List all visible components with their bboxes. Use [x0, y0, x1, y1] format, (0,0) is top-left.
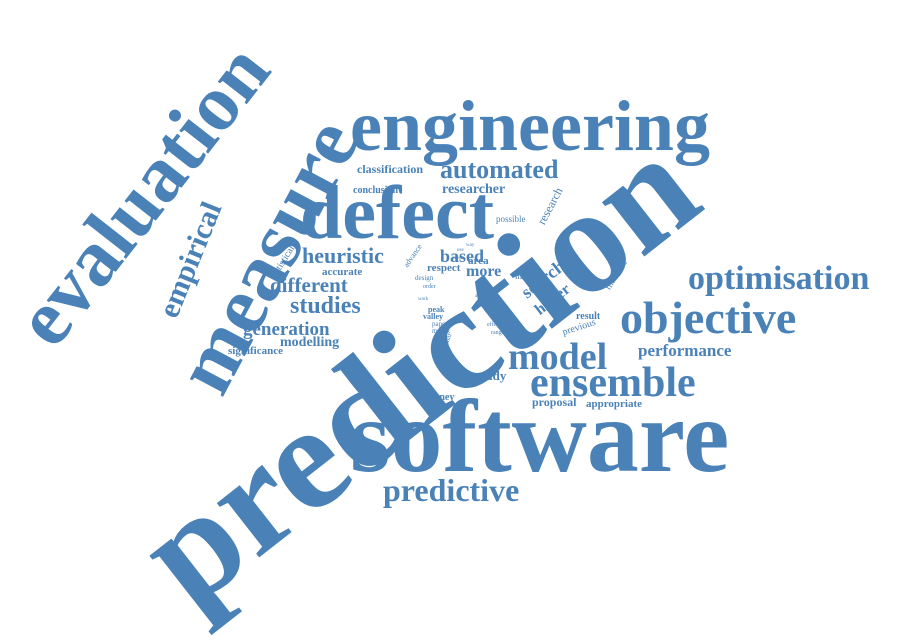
word-respect: respect: [427, 263, 460, 274]
word-significance: significance: [228, 346, 283, 357]
word-accurate: accurate: [322, 267, 362, 278]
word-possible: possible: [496, 215, 526, 224]
word-predictive: predictive: [383, 474, 519, 506]
word-proposal: proposal: [532, 396, 576, 408]
word-classification: classification: [357, 163, 423, 175]
word-conclusion: conclusion: [353, 186, 398, 196]
word-most: most: [452, 256, 462, 261]
word-objective: objective: [620, 295, 796, 341]
word-researcher: researcher: [442, 183, 505, 197]
word-work: work: [418, 297, 428, 302]
word-journey: journey: [421, 393, 454, 403]
word-data: data: [481, 285, 493, 292]
word-area: area: [468, 256, 489, 267]
word-effect: effect: [487, 322, 501, 328]
word-studies: studies: [290, 294, 361, 318]
word-modelling: modelling: [280, 336, 339, 350]
word-way: way: [466, 243, 474, 248]
word-order: order: [423, 284, 436, 290]
word-cloud: prediction software evaluation measure e…: [0, 0, 900, 568]
word-design: design: [415, 275, 433, 282]
word-case: case: [479, 300, 491, 307]
word-ass: ass: [475, 294, 481, 299]
word-heuristic: heuristic: [302, 245, 384, 267]
word-range: range: [491, 330, 504, 336]
word-study: study: [476, 369, 506, 382]
word-increase: increase: [515, 272, 544, 281]
word-engineering: engineering: [350, 90, 710, 162]
word-appropriate: appropriate: [586, 399, 642, 410]
word-use: use: [457, 248, 464, 253]
word-performance: performance: [638, 342, 731, 359]
word-optimisation: optimisation: [688, 262, 869, 296]
word-automated: automated: [440, 157, 558, 183]
